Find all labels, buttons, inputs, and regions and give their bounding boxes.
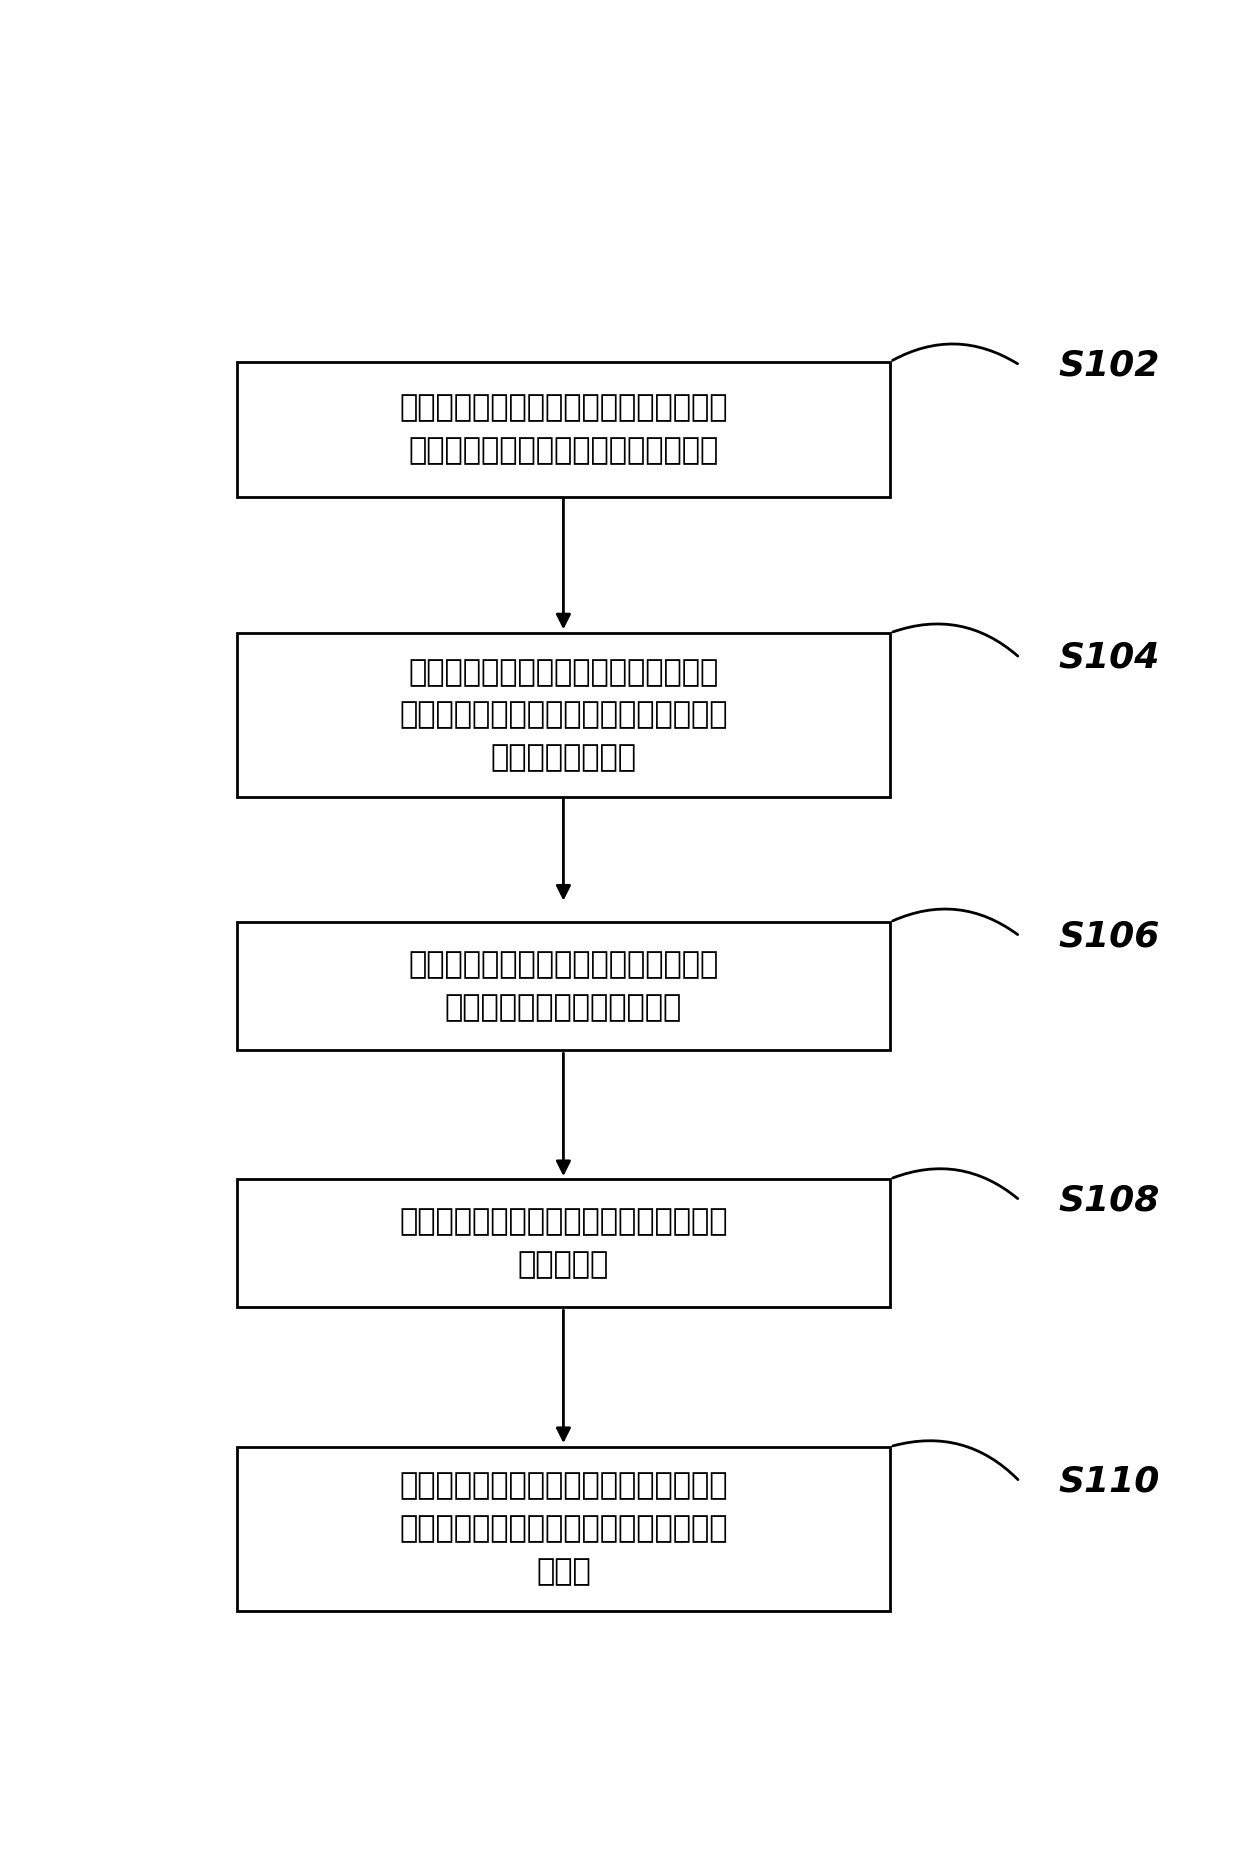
Text: 正光谱，并基于导数校正光谱进行电泳核: 正光谱，并基于导数校正光谱进行电泳核 [399, 1515, 728, 1543]
Text: S104: S104 [1058, 641, 1159, 675]
Text: 获取毛细管电泳核酸分析装置采集到的对: 获取毛细管电泳核酸分析装置采集到的对 [399, 393, 728, 423]
FancyArrowPatch shape [893, 1441, 1018, 1479]
Bar [237, 632, 890, 797]
FancyArrowPatch shape [893, 1168, 1018, 1198]
Text: 阶导数光谱: 阶导数光谱 [518, 1250, 609, 1279]
Text: 阶求导，得到二阶求导数据，并计算二阶: 阶求导，得到二阶求导数据，并计算二阶 [399, 701, 728, 729]
Text: 求导数据的最小值: 求导数据的最小值 [491, 743, 636, 773]
Text: 将新的二阶求导数据的负值置零，得到二: 将新的二阶求导数据的负值置零，得到二 [399, 1207, 728, 1237]
Bar [237, 362, 890, 497]
FancyArrowPatch shape [893, 345, 1018, 363]
Text: 对平滑和降噪后的原始荧光光谱进行二: 对平滑和降噪后的原始荧光光谱进行二 [408, 658, 718, 686]
FancyArrowPatch shape [893, 625, 1018, 656]
Text: S106: S106 [1058, 920, 1159, 953]
Text: 核酸样品进行探测得到的原始荧光光谱: 核酸样品进行探测得到的原始荧光光谱 [408, 436, 718, 465]
FancyArrowPatch shape [893, 908, 1018, 934]
Bar [237, 1446, 890, 1611]
Bar [237, 1179, 890, 1307]
Text: 酸分析: 酸分析 [536, 1557, 590, 1585]
Text: S108: S108 [1058, 1183, 1159, 1218]
Text: 小值，得到新的二阶求导数据: 小值，得到新的二阶求导数据 [445, 994, 682, 1022]
Text: S102: S102 [1058, 349, 1159, 382]
Bar [237, 921, 890, 1051]
Text: 将二阶求导数据除以二阶求导数据的最: 将二阶求导数据除以二阶求导数据的最 [408, 951, 718, 979]
Text: S110: S110 [1058, 1465, 1159, 1498]
Text: 对二阶导数光谱进行归一化，得到导数校: 对二阶导数光谱进行归一化，得到导数校 [399, 1472, 728, 1500]
